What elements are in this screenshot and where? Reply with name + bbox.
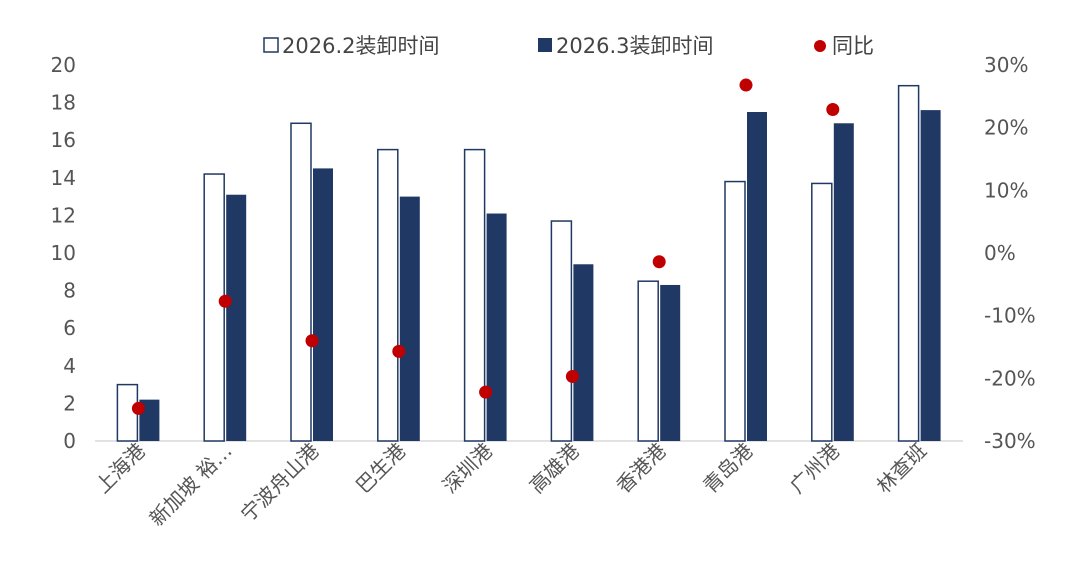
y-left-tick-label: 14 [51,166,76,190]
yoy-point [305,334,319,348]
bar-2026-3 [313,168,333,441]
category-label: 林查班 [872,439,931,498]
category-label: 广州港 [785,439,844,498]
category-label: 上海港 [91,439,150,498]
yoy-point [652,255,666,269]
yoy-point [218,294,232,308]
y-left-tick-label: 0 [63,429,76,453]
bar-2026-3 [920,110,941,442]
category-label: 巴生港 [351,439,410,498]
bar-2026-2 [550,220,573,442]
y-left-tick-label: 20 [51,53,76,77]
bar-2026-3 [486,213,507,441]
yoy-point [479,385,493,399]
legend-swatch-yoy [814,40,826,52]
y-right-tick-label: 10% [984,178,1028,202]
yoy-point [739,78,753,92]
category-label: 高雄港 [525,439,584,498]
bar-2026-2 [463,148,486,442]
bar-2026-2 [377,148,399,442]
bar-2026-3 [747,112,767,441]
axes: 0 2 4 6 8 10 12 14 16 18 20 -30% -20% -10% 0% 10% 20% 30%… [51,53,1036,531]
category-label: 香港港 [611,439,670,498]
category-label: 深圳港 [438,439,497,498]
bar-2026-3 [833,123,854,441]
legend-swatch-2026-2 [263,37,279,53]
legend-swatch-2026-3 [538,38,552,52]
y-right-tick-label: 0% [984,241,1016,265]
category-label: 宁波舟山港 [236,439,324,527]
yoy-point [565,369,579,383]
legend-label-2026-3: 2026.3装卸时间 [556,34,713,58]
yoy-point [392,344,406,358]
y-left-tick-label: 8 [63,279,76,303]
bars [116,84,941,442]
y-right-tick-label: -20% [984,366,1036,390]
yoy-point [131,401,145,415]
dots [131,78,840,415]
bar-2026-2 [203,173,225,442]
y-right-tick-label: 30% [984,53,1028,77]
y-right-tick-label: 20% [984,116,1028,140]
bar-2026-3 [399,196,420,441]
bar-2026-2 [290,122,312,442]
category-label: 新加坡 裕… [145,439,237,531]
y-left-tick-label: 16 [51,128,76,152]
y-left-tick-label: 10 [51,241,76,265]
y-right-tick-label: -30% [984,429,1036,453]
y-left-tick-label: 2 [63,391,76,415]
bar-2026-2 [897,84,920,442]
category-label: 青岛港 [698,439,757,498]
y-right-tick-label: -10% [984,304,1036,328]
bar-2026-3 [660,284,681,441]
legend-label-2026-2: 2026.2装卸时间 [282,34,439,58]
legend: 2026.2装卸时间 2026.3装卸时间 同比 [263,34,874,58]
legend-label-yoy: 同比 [832,34,874,58]
bar-2026-3 [226,194,247,441]
bar-2026-2 [724,180,746,442]
bar-2026-2 [811,182,833,442]
y-left-tick-label: 4 [63,354,76,378]
bar-2026-3 [573,264,594,441]
y-left-tick-label: 6 [63,316,76,340]
y-left-tick-label: 12 [51,203,76,227]
y-left-tick-label: 18 [51,91,76,115]
bar-2026-2 [637,280,659,442]
yoy-point [826,102,840,116]
